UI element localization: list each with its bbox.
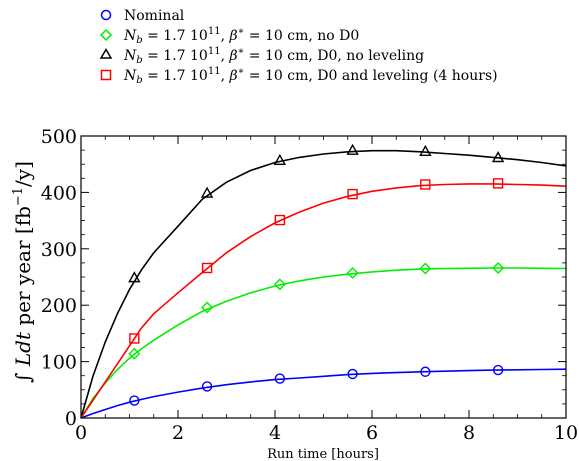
plot-area: 0 2 4 6 8 10 0 100 200 300 400 500 [41, 126, 578, 444]
y-tick-label: 400 [41, 182, 77, 204]
legend-item-no-d0: Nb = 1.7 1011, β∗ = 10 cm, no D0 [99, 26, 359, 46]
data-point-nominal [347, 368, 358, 380]
series-line-n-b-1-7-10-11-10-cm-no-d0 [80, 267, 567, 419]
x-tick-label: 10 [554, 422, 578, 444]
data-point-n-b-1-7-10-11-10-cm-d0-no-leveling [200, 186, 214, 198]
axis-ticks [80, 135, 567, 419]
legend-label-no-leveling: Nb = 1.7 1011, β∗ = 10 cm, D0, no leveli… [123, 46, 424, 66]
data-point-n-b-1-7-10-11-10-cm-no-d0 [128, 347, 141, 360]
y-tick-label: 200 [41, 295, 77, 317]
legend-marker-no-d0 [99, 28, 113, 42]
y-tick-label: 300 [41, 239, 77, 261]
legend-label-no-d0: Nb = 1.7 1011, β∗ = 10 cm, no D0 [123, 26, 359, 46]
data-point-n-b-1-7-10-11-10-cm-no-d0 [492, 261, 505, 274]
y-axis-label: ∫ Ldt per year [fb−1/y] [11, 161, 35, 383]
data-point-nominal [201, 381, 213, 392]
series-markers [128, 143, 505, 406]
data-point-n-b-1-7-10-11-10-cm-no-d0 [346, 267, 359, 280]
series-curves [80, 149, 567, 419]
data-point-n-b-1-7-10-11-10-cm-no-d0 [201, 301, 214, 314]
data-point-n-b-1-7-10-11-10-cm-d0-and-leveling-4-hours [129, 333, 140, 344]
legend: Nominal Nb = 1.7 1011, β∗ = 10 cm, no D0… [99, 8, 498, 86]
x-tick-label: 8 [463, 422, 475, 444]
data-point-n-b-1-7-10-11-10-cm-d0-and-leveling-4-hours [420, 179, 431, 190]
legend-label-nominal: Nominal [124, 8, 185, 24]
data-point-n-b-1-7-10-11-10-cm-d0-no-leveling [128, 271, 141, 283]
x-tick-label: 4 [269, 422, 281, 444]
data-point-nominal [420, 366, 431, 377]
data-point-nominal [492, 364, 504, 376]
series-line-n-b-1-7-10-11-10-cm-d0-no-leveling [80, 149, 567, 419]
legend-marker-no-leveling [99, 48, 113, 59]
data-point-n-b-1-7-10-11-10-cm-d0-and-leveling-4-hours [274, 214, 286, 226]
x-tick-labels: 0 2 4 6 8 10 [75, 422, 578, 444]
legend-item-nominal: Nominal [100, 8, 185, 24]
x-axis-label: Run time [hours] [267, 447, 379, 461]
data-point-n-b-1-7-10-11-10-cm-no-d0 [419, 262, 432, 275]
y-tick-label: 500 [41, 126, 77, 148]
series-line-nominal [80, 368, 567, 419]
legend-item-no-leveling: Nb = 1.7 1011, β∗ = 10 cm, D0, no leveli… [99, 46, 424, 66]
legend-marker-leveling [100, 69, 112, 81]
data-point-n-b-1-7-10-11-10-cm-d0-no-leveling [419, 144, 432, 156]
x-tick-label: 0 [75, 422, 87, 444]
y-tick-label: 100 [41, 352, 77, 374]
data-point-n-b-1-7-10-11-10-cm-no-d0 [273, 278, 286, 291]
data-point-n-b-1-7-10-11-10-cm-d0-and-leveling-4-hours [492, 178, 504, 189]
data-point-nominal [274, 373, 286, 384]
legend-item-leveling: Nb = 1.7 1011, β∗ = 10 cm, D0 and leveli… [100, 66, 498, 86]
y-tick-labels: 0 100 200 300 400 500 [41, 126, 77, 430]
data-point-nominal [129, 395, 140, 406]
x-tick-label: 6 [366, 422, 378, 444]
series-line-n-b-1-7-10-11-10-cm-d0-and-leveling-4-hours [80, 183, 567, 419]
x-tick-label: 2 [172, 422, 184, 444]
y-tick-label: 0 [65, 408, 77, 430]
data-point-n-b-1-7-10-11-10-cm-d0-and-leveling-4-hours [201, 262, 213, 274]
data-point-n-b-1-7-10-11-10-cm-d0-no-leveling [491, 151, 505, 163]
legend-label-leveling: Nb = 1.7 1011, β∗ = 10 cm, D0 and leveli… [123, 66, 498, 86]
legend-marker-nominal [100, 9, 112, 21]
data-point-n-b-1-7-10-11-10-cm-d0-no-leveling [346, 143, 359, 155]
data-point-n-b-1-7-10-11-10-cm-d0-no-leveling [273, 153, 287, 166]
data-point-n-b-1-7-10-11-10-cm-d0-and-leveling-4-hours [347, 188, 358, 200]
